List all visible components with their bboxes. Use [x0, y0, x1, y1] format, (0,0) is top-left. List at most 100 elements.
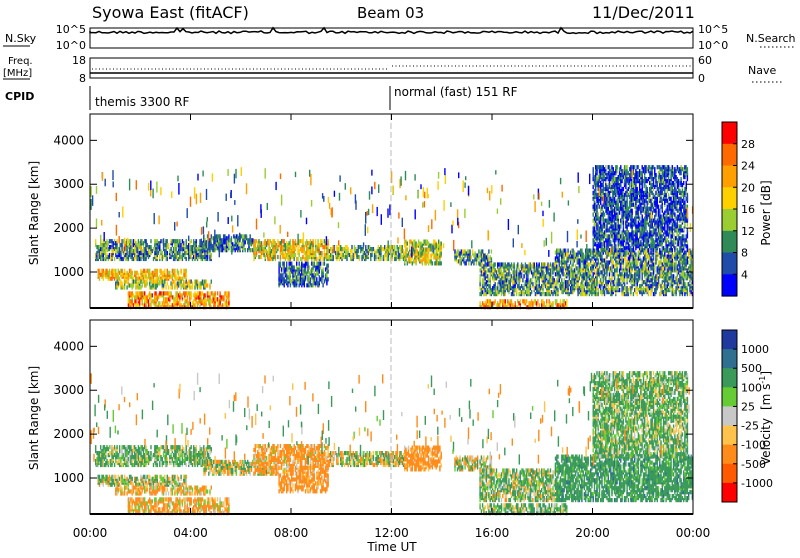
heatmap-cell [183, 241, 184, 245]
heatmap-cell [415, 242, 416, 246]
heatmap-cell [492, 286, 493, 290]
heatmap-cell [158, 245, 159, 249]
heatmap-cell [679, 258, 680, 262]
heatmap-cell [160, 249, 161, 253]
heatmap-cell [192, 301, 193, 305]
heatmap-cell [344, 247, 345, 251]
heatmap-cell [189, 291, 190, 295]
heatmap-cell [631, 274, 632, 278]
heatmap-cell [273, 239, 274, 243]
heatmap-cell [149, 249, 150, 253]
heatmap-cell [365, 245, 366, 249]
heatmap-cell [133, 293, 134, 297]
heatmap-cell [297, 257, 298, 261]
heatmap-cell [148, 275, 149, 279]
heatmap-cell [493, 262, 494, 266]
nave-tick-top: 60 [698, 54, 712, 67]
heatmap-cell [412, 261, 413, 265]
heatmap-cell [253, 251, 254, 255]
heatmap-cell [653, 292, 654, 296]
heatmap-cell [134, 257, 135, 261]
heatmap-cell [593, 284, 594, 288]
heatmap-cell [637, 292, 638, 296]
heatmap-cell [551, 272, 552, 276]
heatmap-cell [187, 301, 188, 305]
heatmap-cell [505, 286, 506, 290]
heatmap-cell [125, 280, 126, 284]
heatmap-cell [315, 273, 316, 277]
heatmap-cell [564, 288, 565, 292]
heatmap-cell [180, 243, 181, 247]
heatmap-cell [273, 251, 274, 255]
heatmap-cell [596, 292, 597, 296]
heatmap-cell [291, 245, 292, 249]
heatmap-cell [168, 243, 169, 247]
heatmap-cell [487, 288, 488, 292]
heatmap-cell [221, 295, 222, 299]
heatmap-cell [537, 299, 538, 303]
heatmap-cell [212, 297, 213, 301]
heatmap-cell [99, 249, 100, 253]
heatmap-cell [483, 264, 484, 268]
heatmap-cell [682, 266, 683, 270]
heatmap-cell [511, 278, 512, 282]
heatmap-cell [158, 241, 159, 245]
heatmap-cell [556, 286, 557, 290]
heatmap-cell [140, 251, 141, 255]
heatmap-cell [620, 266, 621, 270]
heatmap-cell [598, 205, 599, 209]
heatmap-cell [557, 249, 558, 253]
heatmap-cell [213, 244, 214, 248]
heatmap-cell [618, 282, 619, 286]
heatmap-cell [159, 255, 160, 259]
heatmap-cell [317, 281, 318, 285]
heatmap-cell [398, 251, 399, 255]
heatmap-cell [482, 290, 483, 294]
heatmap-cell [404, 257, 405, 261]
heatmap-cell [542, 282, 543, 286]
heatmap-cell [192, 281, 193, 285]
heatmap-cell [154, 239, 155, 243]
heatmap-cell [201, 297, 202, 301]
heatmap-cell [482, 249, 483, 253]
heatmap-cell [638, 274, 639, 278]
heatmap-cell [601, 213, 602, 217]
heatmap-cell [476, 253, 477, 257]
heatmap-cell [531, 290, 532, 294]
heatmap-cell [165, 297, 166, 301]
heatmap-cell [422, 255, 423, 259]
heatmap-cell [116, 245, 117, 249]
heatmap-cell [147, 251, 148, 255]
heatmap-cell [174, 247, 175, 251]
heatmap-cell [663, 276, 664, 280]
heatmap-cell [322, 283, 323, 287]
heatmap-cell [124, 280, 125, 284]
heatmap-cell [520, 286, 521, 290]
heatmap-cell [164, 297, 165, 301]
heatmap-cell [172, 251, 173, 255]
heatmap-cell [433, 240, 434, 244]
heatmap-cell [433, 255, 434, 259]
heatmap-cell [238, 246, 239, 250]
heatmap-cell [175, 247, 176, 251]
heatmap-cell [118, 275, 119, 279]
heatmap-cell [278, 273, 279, 277]
heatmap-cell [194, 291, 195, 295]
heatmap-cell [134, 239, 135, 243]
heatmap-cell [556, 272, 557, 276]
heatmap-cell [158, 277, 159, 281]
heatmap-cell [365, 253, 366, 257]
heatmap-cell [111, 269, 112, 273]
heatmap-cell [148, 253, 149, 257]
heatmap-cell [598, 242, 599, 246]
heatmap-cell [409, 244, 410, 248]
heatmap-cell [653, 276, 654, 280]
heatmap-cell [203, 248, 204, 252]
heatmap-cell [600, 290, 601, 294]
heatmap-cell [144, 283, 145, 287]
heatmap-cell [621, 260, 622, 264]
heatmap-cell [503, 292, 504, 296]
heatmap-cell [557, 256, 558, 260]
heatmap-cell [193, 239, 194, 243]
